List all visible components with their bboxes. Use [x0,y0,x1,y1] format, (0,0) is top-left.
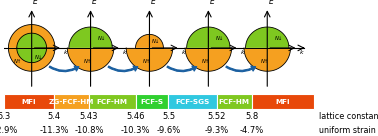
Text: -10.3%: -10.3% [121,126,150,135]
Text: 5.3: 5.3 [0,112,11,121]
Text: -9.3%: -9.3% [205,126,229,135]
Bar [89,94,136,109]
Text: 5.46: 5.46 [126,112,145,121]
Text: 5.5: 5.5 [162,112,175,121]
Polygon shape [67,48,114,71]
Text: N↑: N↑ [84,59,92,64]
Text: N↑: N↑ [202,59,210,64]
Text: N↑: N↑ [261,59,269,64]
Text: N↓: N↓ [35,55,43,60]
Text: FCF-HM: FCF-HM [219,99,250,105]
Polygon shape [126,48,173,71]
Text: E: E [151,0,156,6]
Text: E: E [92,0,97,6]
Polygon shape [187,27,230,48]
Polygon shape [185,48,232,71]
Text: N↑: N↑ [14,59,22,64]
Text: uniform strain: uniform strain [319,126,376,135]
Text: N↑: N↑ [143,59,151,64]
Text: N↓: N↓ [275,36,283,41]
Text: E: E [33,0,38,6]
Text: -11.3%: -11.3% [39,126,69,135]
Text: FCF-HM: FCF-HM [97,99,128,105]
Bar [136,94,169,109]
Polygon shape [244,48,290,71]
Text: lattice constant: lattice constant [319,112,378,121]
Polygon shape [69,27,112,48]
Text: k: k [300,50,304,55]
Polygon shape [246,27,289,48]
FancyArrowPatch shape [49,66,79,72]
Text: N↓: N↓ [98,36,107,41]
Bar [54,94,89,109]
Polygon shape [17,48,46,63]
Polygon shape [8,25,55,48]
Text: -10.8%: -10.8% [74,126,104,135]
Text: -12.9%: -12.9% [0,126,19,135]
Text: -9.6%: -9.6% [156,126,181,135]
Text: MFi: MFi [22,99,36,105]
Text: N↓: N↓ [216,36,224,41]
Text: FCF-S: FCF-S [140,99,164,105]
Text: 5.52: 5.52 [208,112,226,121]
Text: E: E [269,0,274,6]
Text: FCF-SGS: FCF-SGS [175,99,210,105]
Text: N↓: N↓ [152,39,160,44]
FancyArrowPatch shape [108,66,138,72]
Text: k: k [182,50,186,55]
Text: ZG-FCF-HM: ZG-FCF-HM [49,99,94,105]
Text: 5.4: 5.4 [48,112,61,121]
Text: 5.43: 5.43 [80,112,98,121]
FancyArrowPatch shape [226,66,256,72]
Text: k: k [64,50,68,55]
Text: MFi: MFi [276,99,290,105]
Polygon shape [135,34,163,48]
Bar [4,94,54,109]
Text: E: E [210,0,215,6]
Text: k: k [241,50,245,55]
Text: 5.8: 5.8 [245,112,259,121]
Bar [217,94,252,109]
Text: k: k [123,50,127,55]
Polygon shape [17,33,46,48]
Text: -4.7%: -4.7% [240,126,264,135]
Bar [169,94,217,109]
FancyArrowPatch shape [167,66,197,72]
Bar [252,94,314,109]
Polygon shape [8,48,55,71]
